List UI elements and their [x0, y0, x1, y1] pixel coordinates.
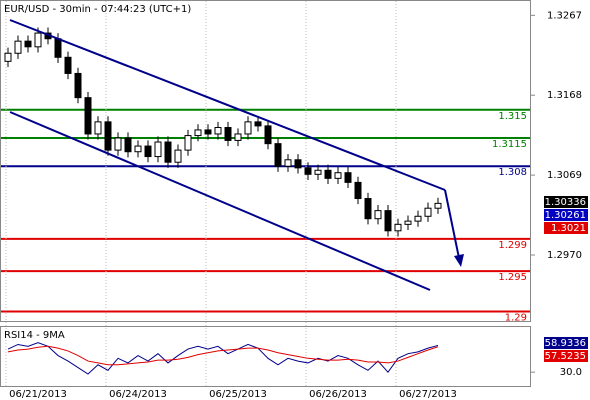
price-badge: [544, 209, 588, 221]
level-label: 1.29: [505, 313, 527, 324]
candle-body: [174, 149, 182, 163]
candle-body: [214, 127, 222, 135]
candle-body: [254, 121, 262, 127]
y-tick-label: 1.3069: [547, 170, 582, 181]
level-label: 1.308: [498, 167, 527, 178]
trend-lower: [9, 111, 431, 291]
price-panel: [0, 0, 531, 322]
price-badge-label: 1.30336: [545, 197, 586, 208]
x-tick-label: 06/26/2013: [309, 389, 367, 400]
candle-body: [414, 215, 422, 222]
candle-body: [424, 207, 432, 217]
candle-body: [84, 97, 92, 135]
y-tick-label: 1.3267: [547, 10, 582, 21]
level-label: 1.295: [498, 272, 527, 283]
candle-body: [364, 198, 372, 220]
candle-body: [164, 141, 172, 163]
rsi-panel: [0, 326, 531, 387]
candle-body: [294, 159, 302, 169]
candle-body: [74, 72, 82, 99]
x-tick-label: 06/27/2013: [399, 389, 457, 400]
candle-body: [284, 159, 292, 167]
candle-body: [334, 172, 342, 179]
trend-upper: [9, 19, 446, 191]
candle-body: [394, 223, 402, 232]
x-tick-label: 06/25/2013: [209, 389, 267, 400]
candle-body: [184, 135, 192, 151]
candle-body: [404, 220, 412, 225]
price-badge: [544, 222, 588, 234]
candle-body: [94, 121, 102, 135]
price-badge: [544, 196, 588, 208]
candle-body: [134, 145, 142, 153]
candle-body: [234, 133, 242, 141]
candle-body: [344, 172, 352, 183]
candle-body: [104, 121, 112, 151]
level-label: 1.315: [498, 111, 527, 122]
candle-body: [264, 125, 272, 145]
rsi-badge-label: 58.9336: [545, 338, 586, 349]
candle-body: [64, 56, 72, 74]
candle-body: [54, 38, 62, 58]
candle-body: [114, 137, 122, 151]
candle-body: [24, 40, 32, 48]
rsi-badge-label: 57.5235: [545, 351, 586, 362]
candle-body: [374, 210, 382, 220]
x-tick-label: 06/21/2013: [9, 389, 67, 400]
candle-body: [124, 137, 132, 153]
candle-body: [274, 143, 282, 167]
price-badge-label: 1.3021: [551, 223, 586, 234]
rsi-badge: [544, 350, 588, 362]
candle-body: [14, 40, 22, 54]
candle-body: [354, 181, 362, 200]
level-label: 1.299: [498, 240, 527, 251]
candle-body: [224, 127, 232, 141]
candle-body: [154, 141, 162, 158]
arrow-head: [454, 254, 464, 267]
candle-body: [384, 210, 392, 232]
candle-body: [34, 32, 42, 48]
rsi-badge: [544, 337, 588, 349]
forecast-arrow: [444, 189, 460, 259]
rsi-title: RSI14 - 9MA: [4, 330, 65, 341]
candle-body: [314, 169, 322, 175]
price-badge-label: 1.30261: [545, 210, 586, 221]
candle-body: [4, 52, 12, 62]
chart-title: EUR/USD - 30min - 07:44:23 (UTC+1): [4, 4, 191, 15]
candle-body: [144, 145, 152, 158]
candle-body: [304, 167, 312, 175]
rsi-tick-label: 30.0: [560, 367, 582, 378]
candle-body: [204, 129, 212, 135]
x-tick-label: 06/24/2013: [109, 389, 167, 400]
level-label: 1.3115: [492, 139, 527, 150]
marks: [1, 1, 530, 386]
y-tick-label: 1.3168: [547, 90, 582, 101]
candle-body: [194, 129, 202, 137]
y-tick-label: 1.2970: [547, 250, 582, 261]
candle-body: [434, 202, 442, 209]
candle-body: [244, 121, 252, 135]
candle-body: [324, 169, 332, 179]
rsi-line: [7, 345, 439, 366]
